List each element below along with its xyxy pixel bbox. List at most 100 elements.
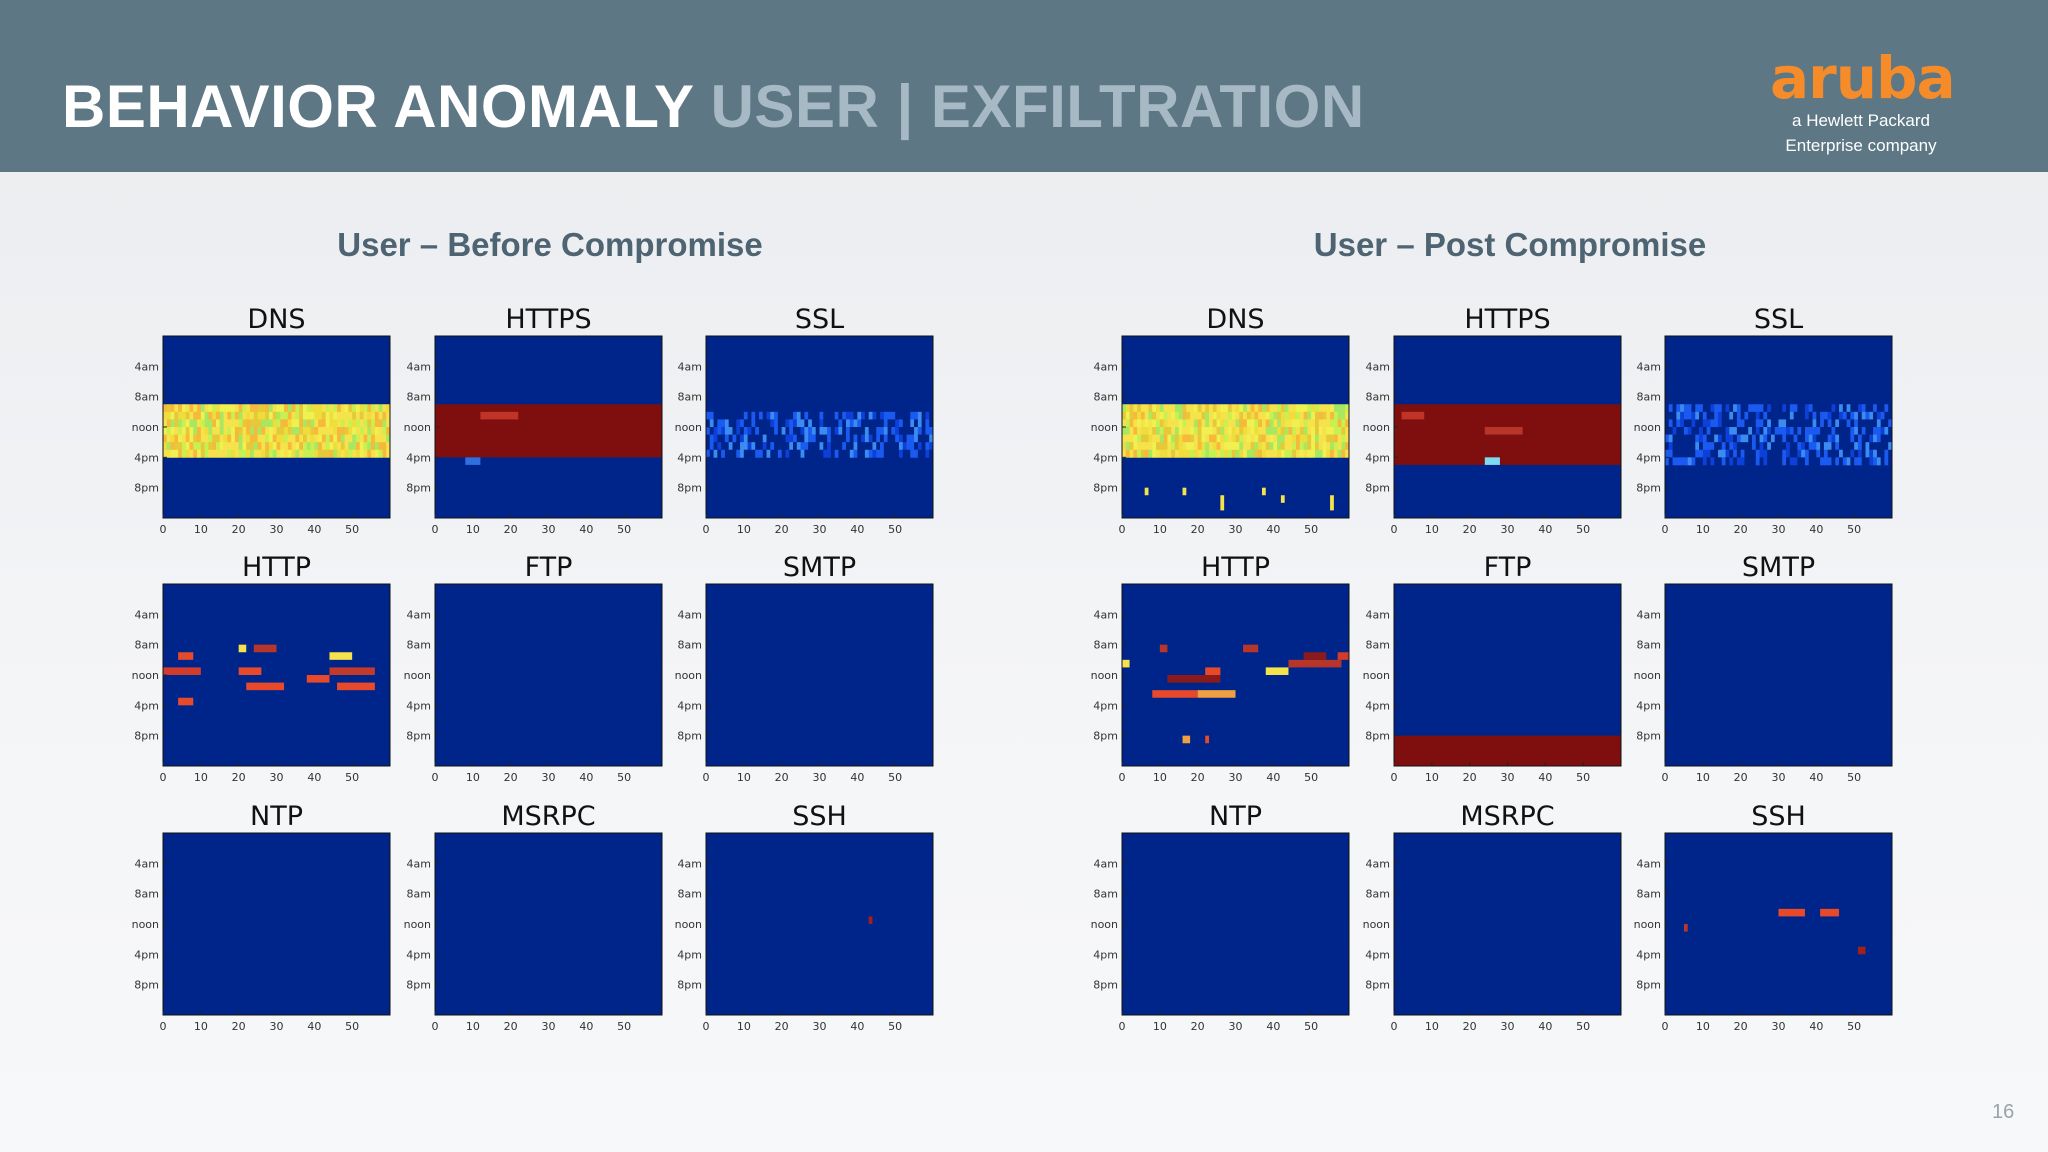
heatmap-g0-dns-cell: [352, 404, 357, 413]
heatmap-g0-dns-cell: [276, 411, 281, 420]
heatmap-g0-dns-cell: [291, 434, 296, 443]
heatmap-g1-dns-cell: [1197, 442, 1202, 451]
heatmap-g1-ssl-cell: [1880, 442, 1885, 451]
heatmap-g1-ssl-cell: [1683, 442, 1689, 451]
heatmap-g0-dns-cell: [299, 442, 304, 451]
heatmap-g0-dns-cell: [302, 434, 308, 443]
heatmap-g0-dns-cell: [257, 442, 262, 451]
heatmap-g1-dns-cell: [1174, 449, 1180, 458]
heatmap-g1-ssl-cell: [1861, 457, 1866, 466]
heatmap-g1-ssl-cell: [1820, 449, 1825, 458]
heatmap-g1-dns-cell: [1144, 419, 1149, 428]
heatmap-g1-dns-cell: [1299, 411, 1304, 420]
heatmap-g0-ntp-xtick-label: 30: [270, 1020, 284, 1033]
heatmap-g1-ssl-cell: [1804, 419, 1810, 428]
heatmap-g1-ssl-cell: [1755, 411, 1760, 420]
heatmap-g1-dns-cell: [1201, 404, 1206, 413]
heatmap-g1-ssl-cell: [1676, 457, 1681, 466]
heatmap-g1-ssl-cell: [1884, 442, 1889, 451]
heatmap-g0-ssl-cell: [921, 442, 926, 451]
heatmap-g1-dns-cell: [1318, 449, 1323, 458]
heatmap-g1-dns-cell: [1318, 427, 1323, 435]
heatmap-g1-dns-cell: [1227, 442, 1233, 451]
heatmap-g0-dns-cell: [189, 449, 194, 458]
heatmap-g0-dns-cell: [174, 419, 179, 428]
heatmap-g0-ssl-cell: [808, 434, 813, 443]
heatmap-g0-ssl-cell: [743, 434, 749, 443]
heatmap-g1-ssl-cell: [1691, 442, 1696, 451]
heatmap-g0-dns-ytick-label: 8pm: [134, 482, 159, 495]
heatmap-g1-msrpc-ytick-label: 8pm: [1365, 979, 1390, 992]
heatmap-g0-ssl-cell: [808, 411, 813, 420]
heatmap-g1-ssl-cell: [1820, 457, 1825, 466]
heatmap-g1-ssl-cell: [1774, 427, 1779, 435]
heatmap-g1-dns-cell: [1288, 404, 1293, 413]
heatmap-g0-dns-cell: [291, 419, 296, 428]
heatmap-g1-dns-cell: [1220, 427, 1225, 435]
heatmap-g1-dns-cell: [1269, 442, 1274, 451]
heatmap-g1-dns-cell: [1345, 442, 1350, 451]
heatmap-g1-ssl-cell: [1854, 449, 1859, 458]
heatmap-g1-ssl-cell: [1740, 404, 1745, 413]
heatmap-g0-ssl-cell: [808, 419, 813, 428]
heatmap-g1-dns-cell: [1205, 411, 1210, 420]
heatmap-g1-ssl-cell: [1668, 419, 1673, 428]
heatmap-g1-dns-cell: [1261, 411, 1267, 420]
heatmap-g1-ssl-cell: [1683, 404, 1689, 413]
heatmap-g0-dns-cell: [295, 404, 300, 413]
heatmap-g1-dns-cell: [1201, 434, 1206, 443]
heatmap-g0-dns-cell: [181, 442, 187, 451]
heatmap-g0-dns-cell: [265, 442, 270, 451]
heatmap-g0-dns-cell: [367, 449, 372, 458]
heatmap-g0-dns-cell: [166, 442, 171, 451]
heatmap-g1-ssl-ytick-label: 4am: [1637, 360, 1661, 373]
heatmap-g0-ssl-cell: [804, 442, 809, 451]
heatmap-g1-ssl-cell: [1801, 457, 1806, 466]
heatmap-g0-ssl-cell: [849, 442, 854, 451]
heatmap-g0-dns-cell: [325, 442, 330, 451]
heatmap-g1-dns-cell: [1129, 411, 1134, 420]
heatmap-g1-ssl-cell: [1752, 457, 1757, 466]
heatmap-g0-dns-cell: [268, 442, 274, 451]
heatmap-g0-smtp-ytick-label: 8am: [678, 639, 702, 652]
heatmap-g0-dns-cell: [325, 419, 330, 428]
heatmap-g0-ssl-cell: [706, 419, 711, 428]
heatmap-g0-ssl-cell: [804, 419, 809, 428]
heatmap-g0-ntp-ytick-label: 8pm: [134, 979, 159, 992]
heatmap-g1-dns-cell: [1190, 442, 1195, 451]
heatmap-g1-ssl-cell: [1687, 404, 1692, 413]
heatmap-g1-dns-cell: [1140, 434, 1146, 443]
heatmap-g0-dns-title: DNS: [247, 304, 305, 335]
heatmap-g0-dns-cell: [306, 404, 311, 413]
heatmap-g1-ssl-cell: [1736, 449, 1742, 458]
heatmap-g1-dns-cell: [1174, 434, 1180, 443]
heatmap-g1-dns-cell: [1265, 434, 1270, 443]
heatmap-g1-dns-cell: [1299, 442, 1304, 451]
heatmap-g1-dns-cell: [1140, 449, 1146, 458]
heatmap-g0-ssl-cell: [910, 411, 915, 420]
heatmap-g0-dns-cell: [333, 449, 338, 458]
heatmap-g0-dns-xtick-label: 0: [160, 523, 167, 536]
heatmap-g1-ssl-cell: [1721, 411, 1726, 420]
heatmap-g0-ssh-ytick-label: 8pm: [677, 979, 702, 992]
heatmap-g0-ssl-cell: [830, 449, 836, 458]
heatmap-g1-dns-cell: [1227, 419, 1233, 428]
heatmap-g0-dns-cell: [238, 434, 243, 443]
heatmap-g1-ssl-cell: [1839, 457, 1844, 466]
heatmap-g0-ssl-cell: [853, 411, 858, 420]
heatmap-g0-dns-cell: [386, 419, 391, 428]
heatmap-g0-dns-cell: [295, 434, 300, 443]
heatmap-g0-dns-cell: [318, 411, 323, 420]
heatmap-g1-ssl-cell: [1786, 427, 1791, 435]
heatmap-g0-ftp-xtick-label: 40: [579, 771, 593, 784]
heatmap-g0-ssl-cell: [789, 434, 794, 443]
heatmap-g1-dns-cell: [1246, 419, 1252, 428]
heatmap-g0-ssl-cell: [736, 442, 741, 451]
heatmap-g0-dns-cell: [284, 411, 289, 420]
heatmap-g1-ssl-cell: [1717, 427, 1723, 435]
heatmap-g0-dns-cell: [287, 449, 293, 458]
heatmap-g0-ssl-cell: [706, 449, 711, 458]
heatmap-g1-dns-cell: [1296, 427, 1301, 435]
heatmap-g0-ssl-cell: [815, 419, 820, 428]
heatmap-g0-dns-cell: [280, 404, 285, 413]
